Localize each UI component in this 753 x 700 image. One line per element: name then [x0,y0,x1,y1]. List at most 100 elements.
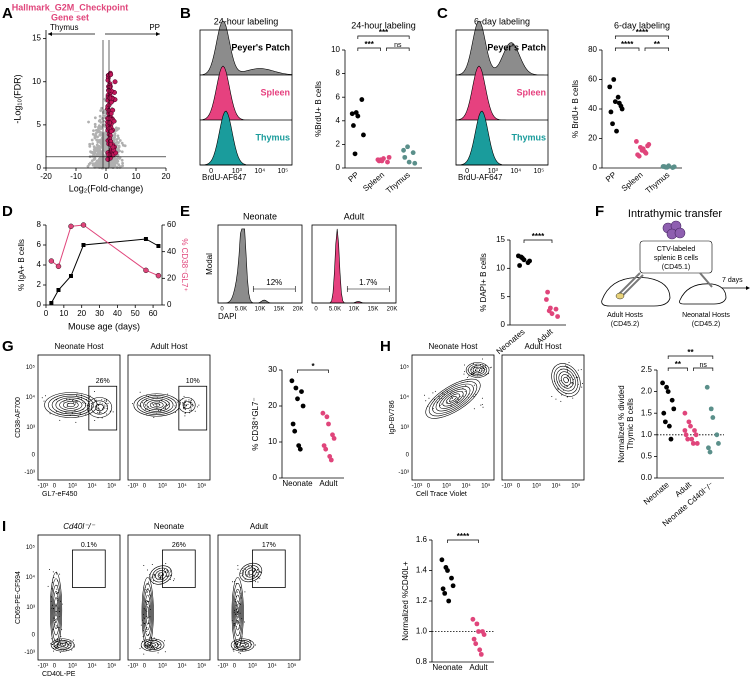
event [94,400,96,402]
thymus [615,292,625,300]
gene-point [116,159,120,163]
event [557,388,559,390]
data-point [527,258,532,264]
event [239,637,241,639]
event [76,395,78,397]
event [164,408,166,410]
event [82,401,84,403]
contour [558,371,574,389]
x-axis-label: Log₂(Fold-change) [69,183,144,193]
gate-percent: 26% [172,542,186,549]
data-point [68,274,73,278]
data-point [671,406,677,412]
event [248,645,250,647]
x-tick-label: 10⁵ [197,483,207,490]
event [451,397,453,399]
x-axis-label: BrdU-AF647 [458,173,503,182]
x-tick-label: Spleen [620,170,645,193]
event [425,400,427,402]
panel-letter: I [2,518,6,535]
event [71,649,73,651]
x-tick-label: 10⁵ [107,663,117,670]
data-point [692,428,697,433]
event [55,618,57,620]
data-point [361,132,366,138]
y-tick-label: 1.6 [416,535,428,544]
gene-point [98,118,102,122]
x-tick-label: Neonate [642,480,671,507]
event [551,395,553,397]
event [142,402,144,404]
event [235,643,237,645]
gene-point [115,140,119,144]
event [577,376,579,378]
g2m-gene-point [108,72,114,78]
cell-icon [674,227,686,239]
event [480,404,482,406]
gene-point [117,145,121,149]
event [48,569,50,571]
event [103,406,105,408]
y-axis-label: Thymic B cells [626,398,635,450]
event [164,651,166,653]
gene-point [112,138,116,142]
gene-point [101,154,105,158]
gene-point [120,158,124,162]
event [156,647,158,649]
y-tick-label: 15 [496,235,505,244]
gene-point [123,144,127,148]
event [572,397,574,399]
event [488,373,490,375]
contour [475,368,481,372]
data-point [636,153,642,159]
event [184,406,186,408]
x-axis-label: DAPI [218,312,237,321]
gene-point [93,136,97,140]
data-point [386,154,392,160]
event [52,571,54,573]
data-point [385,159,390,165]
event [138,404,140,406]
gene-point [100,106,104,110]
x-tick-label: 0 [209,168,213,175]
event [106,413,108,415]
contour [242,565,260,580]
event [44,395,46,397]
gate [162,549,196,588]
x-tick-label: 0 [143,664,147,670]
gene-point [97,125,100,129]
event [53,577,55,579]
host-label: Adult Hosts [607,312,643,319]
data-point [292,428,298,434]
event [76,400,78,402]
event [152,403,154,405]
track-label: Peyer's Patch [231,42,290,52]
contour [91,400,109,415]
event [152,640,154,642]
x-tick-label: 0 [104,172,109,181]
data-point [440,586,446,592]
y-axis-label: Normalized %CD40L+ [401,561,410,641]
y2-tick-label: 0 [167,300,172,309]
event [438,398,440,400]
gene-point [94,164,98,168]
event [473,408,475,410]
contour [133,393,180,417]
plot-title: 6-day labeling [614,20,670,30]
event [466,376,468,378]
panel-letter: G [2,338,14,355]
panel-letter: H [380,338,391,355]
event [573,379,575,381]
event [236,614,238,616]
event [155,639,157,641]
x-tick-label: -10 [70,172,82,181]
data-point [685,436,691,442]
event [152,580,154,582]
y-tick-label: 10⁵ [26,364,36,371]
host-label: Neonatal Hosts [682,312,730,319]
event [164,405,166,407]
event [55,644,57,646]
event [254,575,256,577]
gene-point [118,166,122,169]
event [481,403,483,405]
